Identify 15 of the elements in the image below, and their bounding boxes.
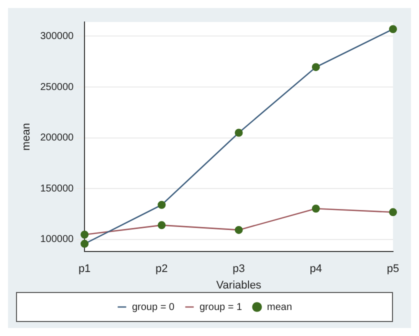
x-tick-label: p4 (310, 263, 322, 276)
y-tick-label: 150000 (40, 183, 74, 194)
x-tick-label: p5 (386, 263, 400, 276)
y-tick-label: 300000 (40, 30, 74, 42)
legend-label: group = 0 (132, 302, 175, 313)
x-axis-title: Variables (216, 279, 262, 292)
x-tick-label: p3 (232, 263, 245, 276)
legend-label: mean (267, 302, 292, 313)
y-tick-label: 250000 (40, 82, 74, 93)
y-axis-title: mean (20, 123, 33, 151)
x-tick-label: p2 (156, 263, 168, 276)
x-tick-label: p1 (78, 263, 91, 276)
y-tick-label: 200000 (40, 132, 74, 144)
legend-label: group = 1 (199, 302, 242, 313)
y-tick-label: 100000 (40, 234, 74, 246)
